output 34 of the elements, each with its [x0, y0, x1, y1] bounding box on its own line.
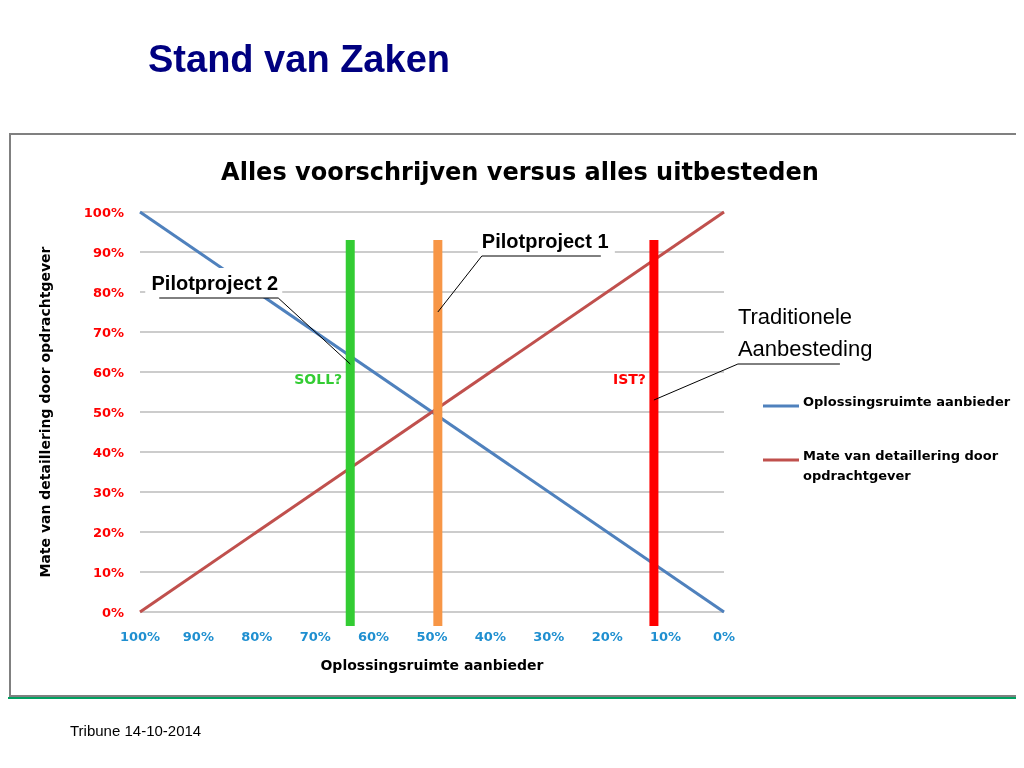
x-tick-label: 60%	[358, 629, 390, 644]
annotation: Pilotproject 2	[151, 272, 279, 294]
x-tick-label: 20%	[591, 629, 623, 644]
x-tick-label: 70%	[299, 629, 331, 644]
legend-label: Oplossingsruimte aanbieder	[803, 394, 1011, 409]
x-tick-label: 90%	[182, 629, 214, 644]
y-tick-label: 50%	[92, 404, 124, 420]
x-tick-label: 30%	[533, 629, 565, 644]
annotation: Traditionele Aanbesteding	[737, 304, 873, 361]
y-tick-label: 80%	[92, 284, 124, 300]
x-tick-label: 100%	[119, 629, 161, 644]
chart-subtitle: Alles voorschrijven versus alles uitbesteden	[221, 158, 819, 186]
legend-label: Mate van detaillering door opdrachtgever	[803, 448, 999, 483]
x-tick-label: 0%	[712, 629, 736, 644]
y-tick-label: 40%	[92, 444, 124, 460]
x-tick-label: 80%	[241, 629, 273, 644]
y-tick-label: 70%	[92, 324, 124, 340]
text: Tribune 14-10-2014	[70, 722, 202, 739]
y-axis-title: Mate van detaillering door opdrachtgever	[37, 246, 53, 578]
annotation: Pilotproject 1	[481, 230, 609, 252]
y-tick-label: 90%	[92, 244, 124, 260]
x-tick-label: 40%	[474, 629, 506, 644]
y-tick-label: 0%	[101, 604, 124, 620]
x-axis-title: Oplossingsruimte aanbieder	[320, 657, 544, 673]
ref-line-label: IST?	[612, 371, 646, 387]
y-tick-label: 100%	[83, 204, 124, 220]
x-tick-label: 10%	[650, 629, 682, 644]
y-tick-label: 10%	[92, 564, 124, 580]
y-tick-label: 30%	[92, 484, 124, 500]
y-tick-label: 60%	[92, 364, 124, 380]
y-tick-label: 20%	[92, 524, 124, 540]
ref-line-label: SOLL?	[294, 371, 343, 387]
x-tick-label: 50%	[416, 629, 448, 644]
chart-title: Stand van Zaken	[148, 38, 450, 80]
